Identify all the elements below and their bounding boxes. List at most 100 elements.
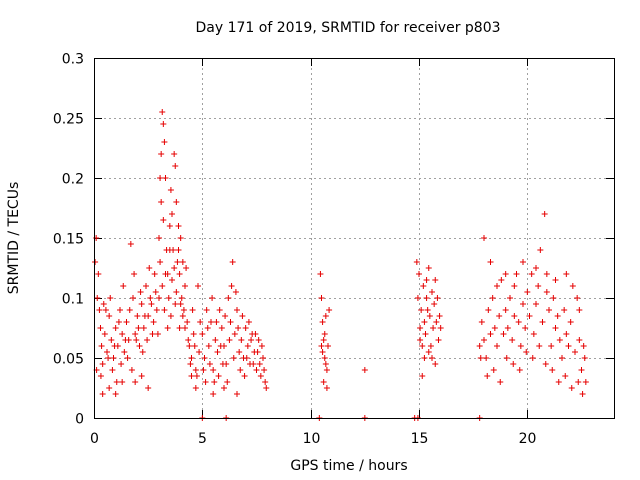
data-point — [100, 301, 107, 307]
data-point — [575, 379, 582, 385]
data-point — [511, 283, 518, 289]
data-point — [237, 367, 244, 373]
data-point — [164, 325, 171, 331]
data-point — [436, 313, 443, 319]
data-point — [95, 271, 102, 277]
data-point — [187, 361, 194, 367]
data-point — [321, 331, 328, 337]
data-point — [205, 343, 212, 349]
data-point — [543, 271, 550, 277]
data-point — [191, 343, 198, 349]
data-point — [193, 373, 200, 379]
data-point — [105, 355, 112, 361]
data-point — [209, 295, 216, 301]
data-point — [203, 307, 210, 313]
data-point — [128, 367, 135, 373]
data-point — [232, 289, 239, 295]
data-point — [117, 307, 123, 313]
data-point — [97, 373, 104, 379]
data-point — [94, 295, 101, 301]
data-point — [112, 391, 119, 397]
data-point — [130, 295, 136, 301]
data-point — [195, 283, 201, 289]
data-point — [159, 283, 166, 289]
y-axis-label: SRMTID / TECUs — [6, 182, 22, 295]
data-point — [576, 307, 583, 313]
data-point — [537, 247, 544, 253]
data-point — [153, 307, 160, 313]
data-point — [546, 307, 552, 313]
data-point — [196, 349, 203, 355]
data-point — [318, 343, 325, 349]
data-point — [102, 307, 109, 313]
data-point — [146, 265, 153, 271]
data-point — [543, 289, 550, 295]
data-point — [568, 385, 575, 391]
data-point — [241, 373, 248, 379]
data-point — [186, 343, 193, 349]
data-point — [563, 331, 570, 337]
data-point — [222, 313, 229, 319]
data-point — [127, 241, 134, 247]
data-point — [101, 331, 108, 337]
data-point — [189, 307, 196, 313]
data-point — [166, 247, 173, 253]
data-point — [510, 361, 517, 367]
data-point — [574, 295, 581, 301]
data-point — [250, 361, 257, 367]
data-point — [210, 367, 217, 373]
data-point — [234, 307, 240, 313]
data-point — [262, 379, 269, 385]
y-tick-label: 0 — [75, 412, 84, 428]
data-point — [119, 379, 126, 385]
data-point — [485, 307, 492, 313]
data-point — [124, 355, 131, 361]
data-point — [507, 295, 513, 301]
x-tick-label: 10 — [303, 431, 321, 447]
data-point — [533, 265, 539, 271]
grid — [94, 58, 614, 418]
data-point — [162, 175, 169, 181]
data-point — [214, 349, 221, 355]
data-point — [552, 325, 559, 331]
data-point — [504, 325, 511, 331]
y-tick-label: 0.1 — [62, 292, 84, 308]
data-point — [208, 319, 214, 325]
data-point — [108, 337, 115, 343]
data-point — [97, 325, 104, 331]
data-point — [563, 271, 570, 277]
data-point — [572, 349, 578, 355]
x-tick-label: 20 — [519, 431, 537, 447]
axis-ticks: 0 0.05 0.1 0.15 0.2 0.25 0.3 0 5 10 15 20 — [53, 52, 614, 447]
data-point — [421, 355, 428, 361]
data-point — [215, 373, 222, 379]
data-point — [115, 319, 122, 325]
data-point — [561, 307, 568, 313]
data-point — [145, 385, 152, 391]
data-point — [565, 343, 572, 349]
data-point — [494, 283, 500, 289]
data-point — [144, 337, 151, 343]
data-point — [502, 307, 509, 313]
plot-frame — [94, 58, 615, 419]
data-point — [135, 325, 142, 331]
y-tick-label: 0.15 — [53, 232, 84, 248]
data-point — [106, 385, 113, 391]
data-point — [243, 355, 250, 361]
data-point — [175, 247, 182, 253]
data-point — [182, 283, 188, 289]
data-point — [427, 343, 434, 349]
data-point — [569, 283, 576, 289]
data-point — [431, 301, 438, 307]
data-point — [520, 259, 526, 265]
data-point — [107, 295, 114, 301]
data-point — [319, 319, 326, 325]
data-point — [429, 289, 435, 295]
data-point — [580, 343, 587, 349]
data-point — [113, 379, 120, 385]
data-point — [529, 355, 536, 361]
data-point — [160, 121, 167, 127]
data-point — [162, 271, 169, 277]
data-point — [172, 301, 179, 307]
data-point — [490, 367, 497, 373]
